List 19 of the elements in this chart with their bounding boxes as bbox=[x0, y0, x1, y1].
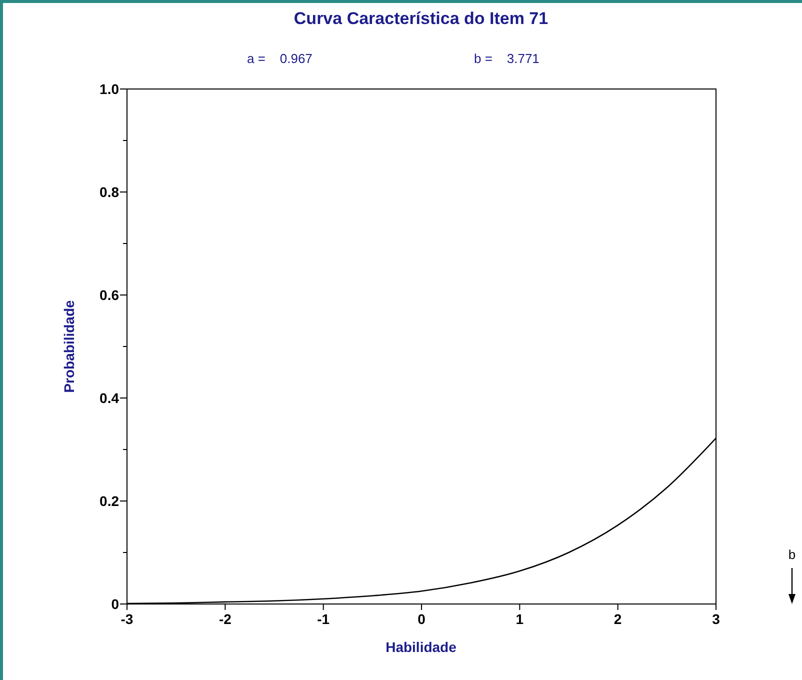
x-axis-title: Habilidade bbox=[386, 639, 457, 655]
text: b bbox=[788, 547, 796, 562]
y-tick-label: 1.0 bbox=[100, 81, 120, 97]
x-tick-label: 1 bbox=[516, 611, 524, 627]
x-tick-label: 3 bbox=[712, 611, 720, 627]
chart-title: Curva Característica do Item 71 bbox=[294, 9, 548, 28]
x-tick-label: 0 bbox=[418, 611, 426, 627]
y-tick-label: 0.8 bbox=[100, 184, 120, 200]
text: a = 0.967 bbox=[247, 51, 312, 66]
x-tick-label: 2 bbox=[614, 611, 622, 627]
x-tick-label: -2 bbox=[218, 611, 232, 627]
y-tick-label: 0 bbox=[111, 596, 120, 612]
y-tick-label: 0.2 bbox=[100, 493, 120, 509]
text: b = 3.771 bbox=[474, 51, 540, 66]
x-tick-label: -1 bbox=[317, 611, 330, 627]
y-tick-label: 0.4 bbox=[100, 390, 120, 406]
y-tick-label: 0.6 bbox=[100, 287, 120, 303]
x-tick-label: -3 bbox=[120, 611, 134, 627]
y-axis-title: Probabilidade bbox=[61, 300, 77, 393]
